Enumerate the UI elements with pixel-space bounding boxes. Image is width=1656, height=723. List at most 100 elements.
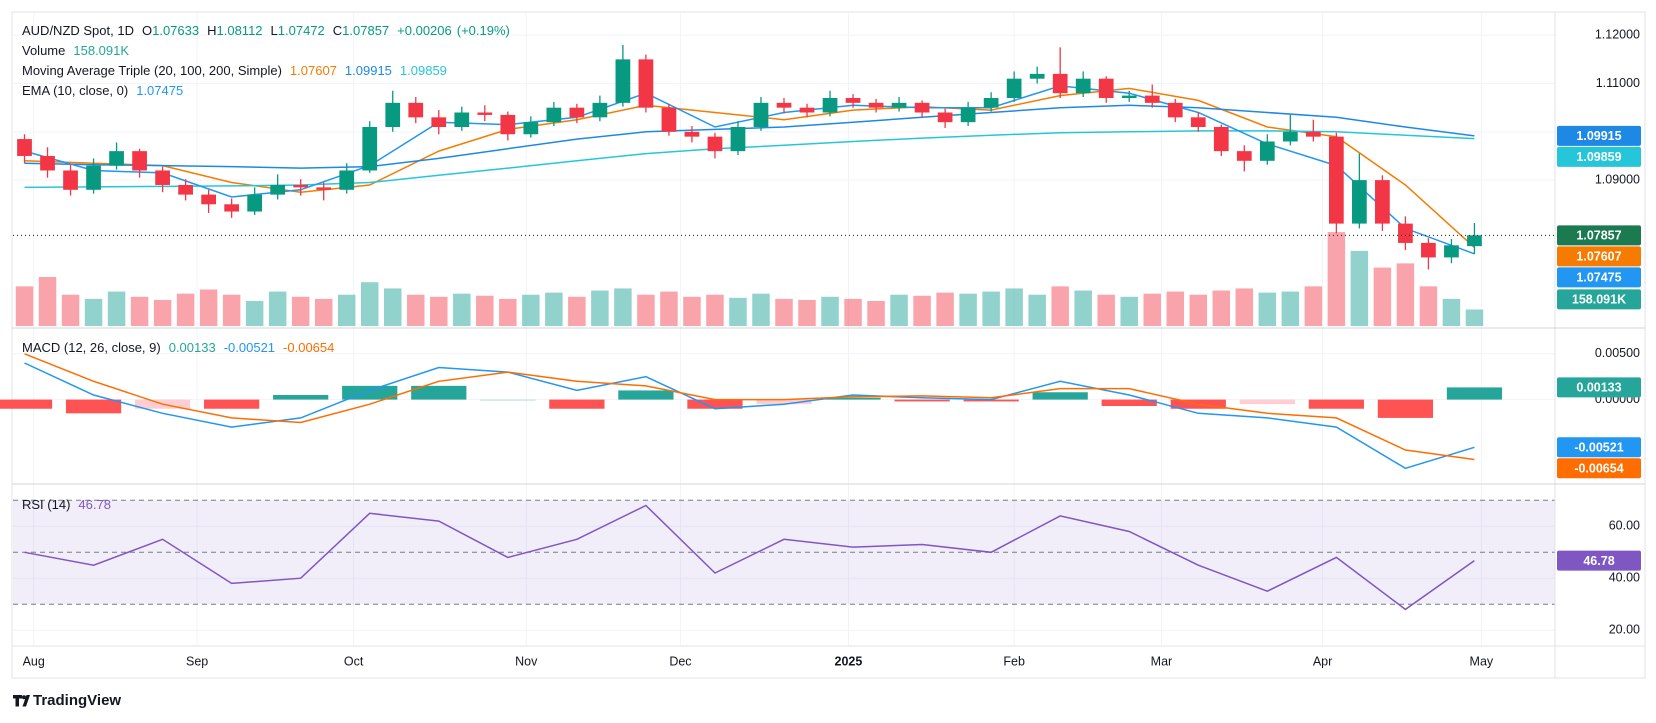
price-tag (1557, 377, 1641, 398)
volume-bar (1373, 267, 1392, 326)
volume-bar (545, 292, 563, 326)
candle-body (1006, 78, 1022, 99)
y-tick-label: 1.11000 (1596, 76, 1640, 90)
candle-body (546, 107, 562, 123)
candle-body (1167, 102, 1183, 118)
candle-body (385, 102, 401, 127)
legend-text: O (142, 23, 152, 38)
legend-text: 1.07607 (290, 63, 337, 78)
volume-bar (499, 298, 517, 326)
x-tick-label: Sep (186, 654, 208, 668)
price-tag-label: 1.07475 (1576, 271, 1621, 285)
macd-histogram-bar (825, 397, 881, 400)
price-tag-label: 1.07857 (1576, 229, 1621, 243)
candle-body (1121, 95, 1137, 99)
candle-body (431, 117, 447, 127)
volume-bar (1350, 250, 1369, 326)
volume-bar (384, 288, 402, 326)
macd-histogram-bar (1239, 399, 1295, 405)
volume-bar (660, 291, 678, 326)
volume-bar (1028, 294, 1046, 326)
volume-bar (430, 296, 448, 326)
volume-bar (107, 291, 126, 326)
candle-body (730, 126, 746, 152)
volume-bar (752, 293, 770, 326)
volume-bar (522, 294, 540, 326)
x-tick-label: Aug (23, 654, 45, 668)
legend-text: EMA (10, close, 0) (22, 83, 128, 98)
volume-bar (476, 295, 494, 326)
candle-body (776, 102, 792, 108)
volume-bar (821, 296, 839, 326)
volume-bar (1166, 291, 1184, 326)
volume-bar (890, 294, 908, 326)
volume-bar (568, 296, 586, 326)
candle-body (362, 126, 378, 171)
candle-body (1213, 126, 1229, 152)
rsi-band (13, 500, 1555, 605)
candle-body (1375, 180, 1390, 224)
volume-bar (1005, 288, 1023, 326)
legend-line: AUD/NZD Spot, 1D O1.07633 H1.08112 L1.07472… (22, 23, 510, 38)
macd-histogram-bar (204, 399, 260, 409)
moving-average-line (24, 87, 1475, 248)
candle-body (799, 107, 815, 113)
candle-body (86, 165, 101, 190)
candle-body (1328, 136, 1344, 224)
candle-body (914, 102, 930, 113)
volume-bar (130, 296, 149, 326)
candle-body (1352, 180, 1367, 224)
legend-text: Volume (22, 43, 65, 58)
volume-bar (1051, 286, 1069, 326)
volume-bar (982, 291, 1000, 326)
price-tag (1557, 458, 1641, 479)
macd-histogram-bar (480, 399, 536, 401)
macd-histogram-bar (65, 399, 122, 414)
volume-bar (1442, 298, 1461, 326)
candle-body (155, 170, 170, 185)
volume-bar (706, 294, 724, 326)
volume-bar (1465, 309, 1484, 326)
volume-bar (291, 296, 310, 326)
legend-text: 1.09859 (400, 63, 447, 78)
candle-body (983, 98, 999, 108)
volume-bar (1258, 292, 1277, 326)
candle-body (477, 112, 493, 115)
price-tag (1557, 146, 1641, 167)
plot-area (0, 44, 1555, 611)
volume-bar (360, 282, 379, 326)
legend-text: AUD/NZD Spot, 1D (22, 23, 134, 38)
candle-body (201, 194, 216, 205)
candle-body (109, 151, 124, 166)
price-tag (1557, 225, 1641, 246)
macd-histogram-bar (0, 399, 53, 409)
volume-bar (959, 293, 977, 326)
volume-bar (1074, 290, 1092, 326)
volume-bar (314, 298, 333, 326)
candle-body (1052, 73, 1068, 94)
candle-body (661, 107, 677, 132)
candle-body (224, 204, 240, 212)
legend-text: C (333, 23, 342, 38)
candle-body (684, 131, 700, 137)
macd-histogram-bar (756, 399, 812, 405)
price-tag (1557, 437, 1641, 458)
candle-body (569, 107, 585, 118)
volume-bar (1120, 296, 1138, 326)
legend-text: 1.09915 (345, 63, 392, 78)
price-tag-label: 1.09859 (1576, 150, 1621, 164)
x-tick-label: Nov (515, 654, 538, 668)
volume-bar (936, 292, 954, 326)
price-tag-label: -0.00521 (1574, 441, 1623, 455)
price-tag-label: 1.07607 (1576, 250, 1621, 264)
candle-body (500, 114, 516, 135)
candle-body (1467, 235, 1482, 247)
y-tick-label: 1.09000 (1595, 172, 1640, 186)
legend-text: 1.07633 (152, 23, 199, 38)
candle-body (63, 170, 78, 190)
candle-body (707, 136, 723, 152)
volume-bar (176, 293, 195, 326)
volume-bar (729, 297, 747, 326)
volume-bar (637, 294, 655, 326)
candle-body (1098, 78, 1114, 99)
